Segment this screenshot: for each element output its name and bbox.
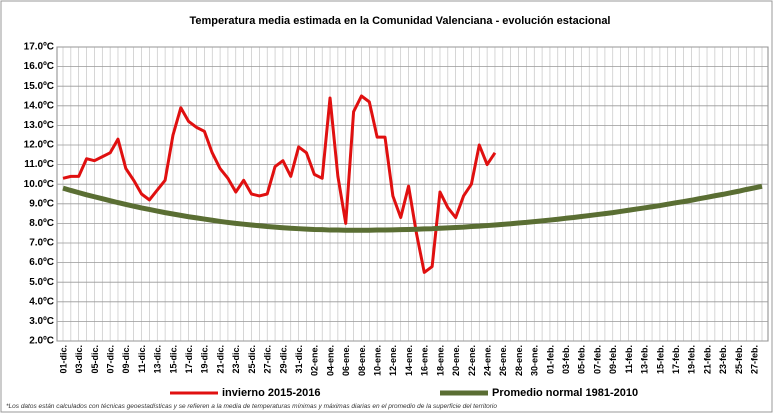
y-tick-label: 12.0ºC: [24, 140, 54, 151]
y-tick-label: 2.0ºC: [29, 336, 54, 347]
x-tick-label: 12-ene.: [388, 345, 398, 376]
x-tick-label: 24-ene.: [482, 345, 492, 376]
x-tick-label: 15-feb.: [655, 345, 665, 374]
series-line: [62, 94, 497, 274]
x-tick-label: 26-ene.: [498, 345, 508, 376]
y-tick-label: 14.0ºC: [24, 100, 54, 111]
x-tick-label: 03-feb.: [561, 345, 571, 374]
x-tick-label: 02-ene.: [310, 345, 320, 376]
chart-title: Temperatura media estimada en la Comunid…: [190, 15, 611, 27]
x-tick-label: 13-feb.: [640, 345, 650, 374]
x-tick-label: 29-dic.: [278, 345, 288, 374]
x-tick-label: 21-feb.: [702, 345, 712, 374]
x-tick-label: 14-ene.: [404, 345, 414, 376]
x-tick-label: 09-dic.: [121, 345, 131, 374]
x-tick-label: 23-feb.: [718, 345, 728, 374]
y-tick-label: 15.0ºC: [24, 81, 54, 92]
x-tick-label: 27-feb.: [750, 345, 760, 374]
x-tick-label: 22-ene.: [467, 345, 477, 376]
y-tick-label: 5.0ºC: [29, 277, 54, 288]
x-tick-label: 01-dic.: [58, 345, 68, 374]
x-tick-label: 08-ene.: [357, 345, 367, 376]
y-tick-label: 16.0ºC: [24, 61, 54, 72]
x-tick-label: 04-ene.: [325, 345, 335, 376]
x-tick-label: 28-ene.: [514, 345, 524, 376]
x-tick-label: 30-ene.: [530, 345, 540, 376]
x-tick-label: 25-feb.: [734, 345, 744, 374]
x-tick-label: 06-ene.: [341, 345, 351, 376]
x-tick-label: 16-ene.: [420, 345, 430, 376]
y-tick-label: 3.0ºC: [29, 316, 54, 327]
x-tick-label: 17-dic.: [184, 345, 194, 374]
legend-label: invierno 2015-2016: [222, 387, 320, 399]
y-tick-label: 6.0ºC: [29, 257, 54, 268]
x-tick-label: 23-dic.: [231, 345, 241, 374]
x-tick-label: 17-feb.: [671, 345, 681, 374]
x-tick-label: 19-feb.: [687, 345, 697, 374]
x-tick-label: 11-feb.: [624, 345, 634, 374]
x-tick-label: 27-dic.: [263, 345, 273, 374]
x-tick-label: 19-dic.: [200, 345, 210, 374]
x-tick-label: 18-ene.: [435, 345, 445, 376]
y-tick-label: 8.0ºC: [29, 218, 54, 229]
x-tick-label: 03-dic.: [74, 345, 84, 374]
y-tick-label: 13.0ºC: [24, 120, 54, 131]
footnote: *Los datos están calculados con técnicas…: [6, 403, 497, 410]
x-tick-label: 11-dic.: [137, 345, 147, 373]
x-tick-label: 13-dic.: [153, 345, 163, 374]
x-tick-label: 20-ene.: [451, 345, 461, 376]
x-tick-label: 07-feb.: [592, 345, 602, 374]
x-tick-label: 25-dic.: [247, 345, 257, 374]
x-tick-label: 09-feb.: [608, 345, 618, 374]
legend-label: Promedio normal 1981-2010: [492, 387, 638, 399]
y-tick-label: 17.0ºC: [24, 42, 54, 53]
x-tick-label: 10-ene.: [373, 345, 383, 376]
x-tick-label: 07-dic.: [105, 345, 115, 374]
plot-area: [56, 46, 769, 342]
y-tick-label: 7.0ºC: [29, 238, 54, 249]
x-tick-label: 01-feb.: [545, 345, 555, 374]
series-line: [62, 183, 763, 233]
x-tick-label: 15-dic.: [168, 345, 178, 374]
y-tick-label: 4.0ºC: [29, 296, 54, 307]
y-tick-label: 10.0ºC: [24, 179, 54, 190]
y-tick-label: 11.0ºC: [24, 159, 54, 170]
x-tick-label: 21-dic.: [215, 345, 225, 374]
x-tick-label: 05-dic.: [90, 345, 100, 374]
x-tick-label: 31-dic.: [294, 345, 304, 374]
y-tick-label: 9.0ºC: [29, 198, 54, 209]
x-tick-label: 05-feb.: [577, 345, 587, 374]
